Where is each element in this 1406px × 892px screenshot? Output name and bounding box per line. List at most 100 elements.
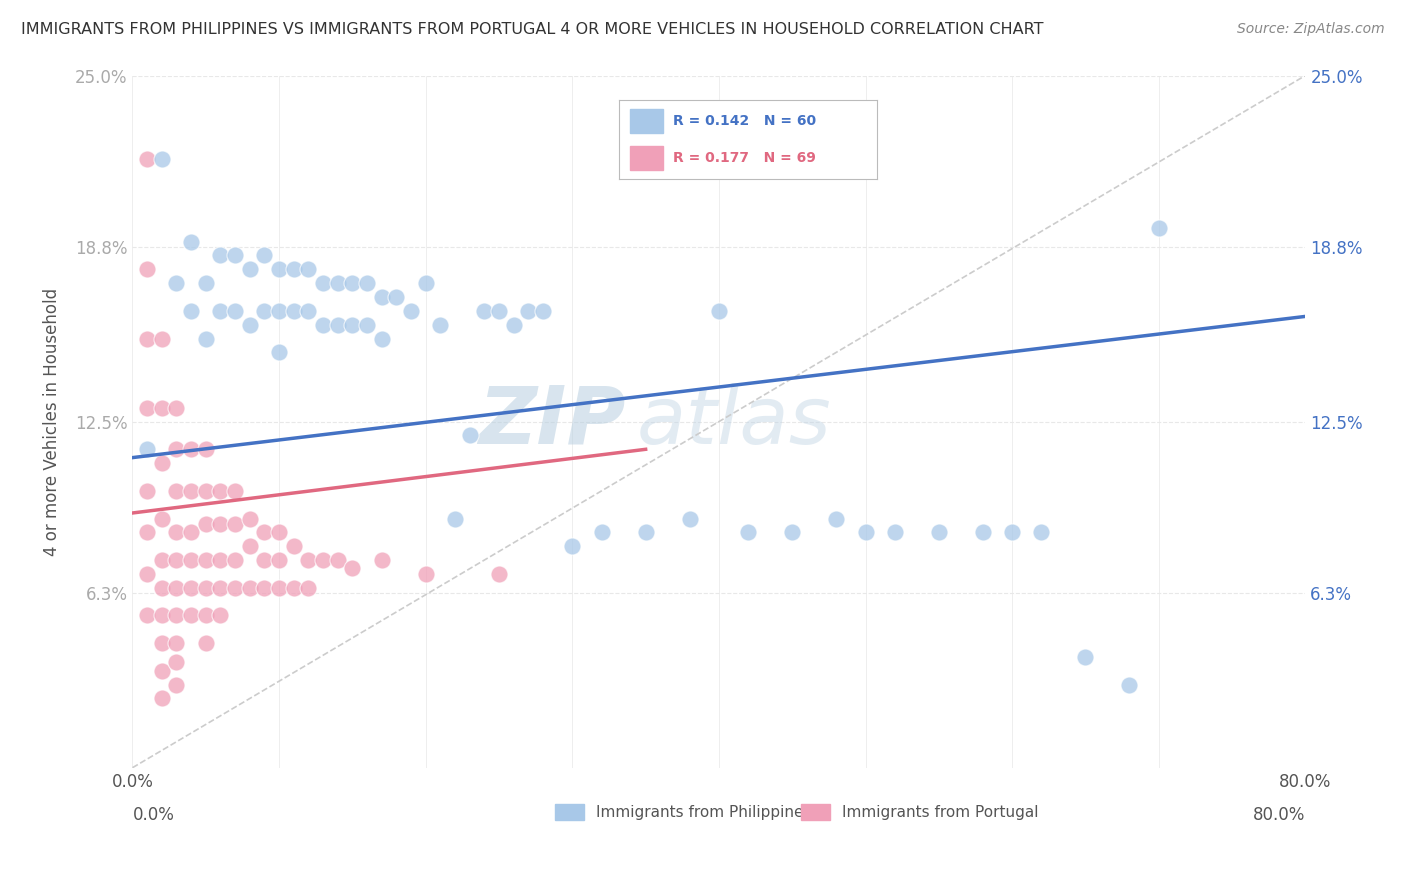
Point: [224, 304, 246, 318]
Text: 80.0%: 80.0%: [1253, 805, 1305, 824]
Point: [1118, 678, 1140, 692]
Point: [253, 553, 276, 567]
FancyBboxPatch shape: [801, 805, 831, 820]
Point: [209, 304, 232, 318]
Point: [356, 276, 378, 290]
Point: [150, 691, 173, 706]
Point: [269, 525, 291, 540]
Point: [399, 304, 422, 318]
Point: [239, 511, 262, 525]
Point: [297, 553, 319, 567]
Text: Source: ZipAtlas.com: Source: ZipAtlas.com: [1237, 22, 1385, 37]
Point: [356, 318, 378, 332]
Point: [458, 428, 481, 442]
Point: [297, 581, 319, 595]
Point: [166, 656, 188, 670]
Point: [253, 304, 276, 318]
Point: [371, 332, 394, 346]
Point: [342, 561, 364, 575]
Point: [180, 442, 202, 457]
Text: Immigrants from Portugal: Immigrants from Portugal: [842, 805, 1039, 820]
Point: [209, 248, 232, 262]
Point: [297, 304, 319, 318]
Point: [634, 525, 657, 540]
Point: [180, 553, 202, 567]
FancyBboxPatch shape: [555, 805, 583, 820]
Point: [136, 332, 159, 346]
Point: [269, 345, 291, 359]
Point: [166, 442, 188, 457]
Point: [780, 525, 803, 540]
Point: [194, 581, 217, 595]
Point: [166, 483, 188, 498]
Point: [209, 553, 232, 567]
Point: [150, 581, 173, 595]
Point: [342, 318, 364, 332]
Point: [825, 511, 848, 525]
Point: [194, 517, 217, 532]
Point: [429, 318, 451, 332]
Point: [150, 152, 173, 166]
Point: [180, 304, 202, 318]
Point: [194, 608, 217, 623]
Point: [326, 276, 349, 290]
Point: [209, 517, 232, 532]
Point: [136, 401, 159, 415]
Point: [224, 553, 246, 567]
Point: [678, 511, 700, 525]
Point: [194, 553, 217, 567]
Point: [312, 553, 335, 567]
Point: [283, 581, 305, 595]
Point: [180, 608, 202, 623]
Point: [194, 636, 217, 650]
Point: [561, 539, 583, 553]
Text: IMMIGRANTS FROM PHILIPPINES VS IMMIGRANTS FROM PORTUGAL 4 OR MORE VEHICLES IN HO: IMMIGRANTS FROM PHILIPPINES VS IMMIGRANT…: [21, 22, 1043, 37]
Point: [150, 332, 173, 346]
Point: [253, 525, 276, 540]
Point: [166, 678, 188, 692]
Text: atlas: atlas: [637, 383, 831, 460]
Y-axis label: 4 or more Vehicles in Household: 4 or more Vehicles in Household: [44, 287, 60, 556]
Point: [150, 608, 173, 623]
Point: [136, 262, 159, 277]
Point: [883, 525, 905, 540]
Point: [269, 553, 291, 567]
Point: [472, 304, 495, 318]
Text: Immigrants from Philippines: Immigrants from Philippines: [596, 805, 811, 820]
Point: [342, 276, 364, 290]
Point: [209, 581, 232, 595]
Text: 0.0%: 0.0%: [132, 805, 174, 824]
Point: [253, 581, 276, 595]
Point: [224, 581, 246, 595]
Point: [224, 248, 246, 262]
Point: [253, 248, 276, 262]
Point: [312, 276, 335, 290]
Point: [136, 525, 159, 540]
Point: [166, 581, 188, 595]
Point: [166, 401, 188, 415]
Point: [239, 539, 262, 553]
Point: [136, 483, 159, 498]
Point: [194, 332, 217, 346]
Point: [444, 511, 467, 525]
Point: [136, 442, 159, 457]
Point: [502, 318, 524, 332]
Point: [166, 276, 188, 290]
Point: [150, 553, 173, 567]
Point: [150, 636, 173, 650]
Point: [972, 525, 994, 540]
Point: [150, 401, 173, 415]
Point: [150, 664, 173, 678]
Point: [209, 608, 232, 623]
Point: [136, 152, 159, 166]
Point: [194, 483, 217, 498]
Point: [297, 262, 319, 277]
Point: [737, 525, 759, 540]
Point: [1147, 220, 1170, 235]
Point: [1074, 649, 1097, 664]
Point: [707, 304, 730, 318]
Point: [269, 304, 291, 318]
Point: [239, 581, 262, 595]
Point: [239, 262, 262, 277]
Point: [928, 525, 950, 540]
